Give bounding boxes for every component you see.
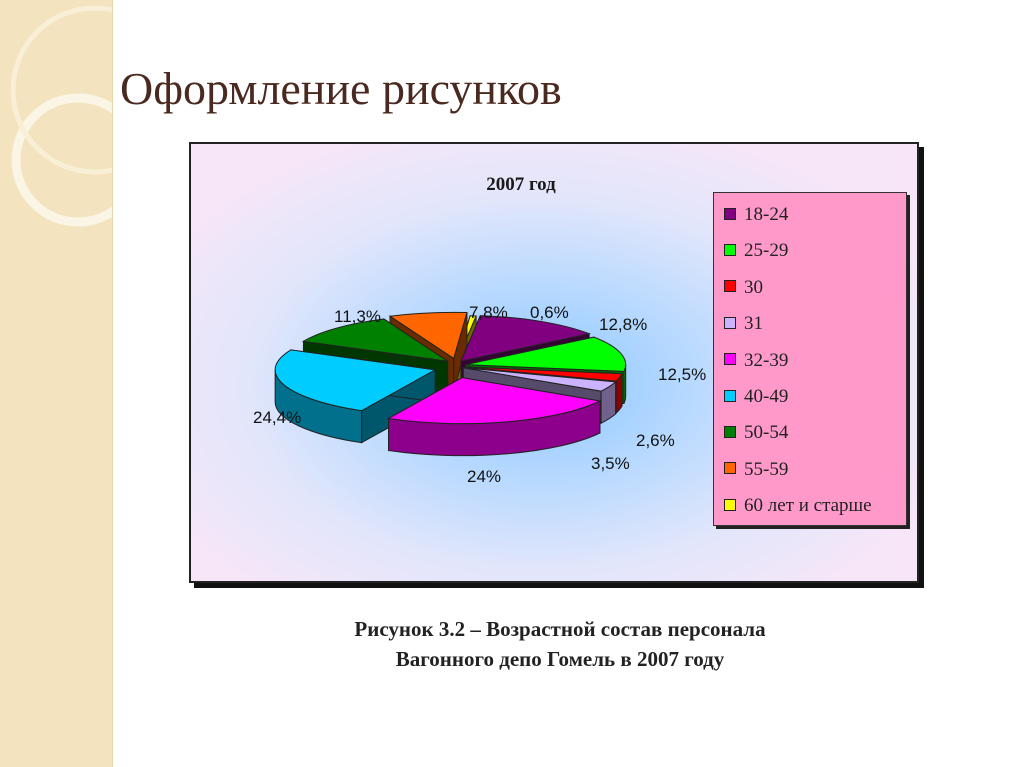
pie-data-label: 12,5%	[658, 365, 706, 384]
caption-line-1: Рисунок 3.2 – Возрастной состав персонал…	[354, 617, 766, 641]
legend-swatch	[724, 280, 736, 293]
legend-item: 31	[724, 310, 763, 338]
legend-label: 55-59	[744, 458, 789, 480]
legend-item: 25-29	[724, 237, 788, 265]
chart-legend: 18-24 25-29 30 31 32-39 40-49 50-54 55-59 60 лет…	[713, 192, 907, 526]
chart-title: 2007 год	[486, 174, 556, 195]
legend-label: 40-49	[744, 386, 789, 407]
side-divider	[112, 0, 113, 767]
pie-data-label: 12,8%	[599, 315, 647, 334]
pie-data-label: 3,5%	[591, 454, 630, 473]
decorative-rings	[10, 5, 112, 227]
pie-data-label: 24%	[467, 467, 501, 486]
legend-swatch	[724, 426, 736, 439]
decorative-side-strip	[0, 0, 112, 767]
legend-label: 31	[744, 313, 763, 335]
legend-label: 18-24	[744, 204, 789, 225]
legend-item: 30	[724, 274, 763, 302]
pie-data-label: 0,6%	[530, 303, 569, 322]
figure-caption: Рисунок 3.2 – Возрастной состав персонал…	[260, 614, 860, 674]
legend-swatch	[724, 462, 736, 475]
legend-item: 50-54	[724, 419, 788, 447]
pie-data-label: 24,4%	[253, 408, 301, 427]
pie-data-label: 7,8%	[469, 303, 508, 322]
legend-item: 55-59	[724, 456, 788, 484]
pie-slice	[387, 376, 602, 457]
pie-data-label: 11,3%	[334, 307, 381, 326]
legend-item: 60 лет и старше	[724, 492, 872, 520]
legend-label: 50-54	[744, 422, 789, 444]
legend-swatch	[724, 389, 736, 402]
legend-label: 30	[744, 276, 763, 298]
slide-title: Оформление рисунков	[120, 63, 562, 114]
chart-area: 2007 год 12,8% 12,5% 2,6% 3,5% 24% 24,4% 11,3%…	[189, 142, 919, 583]
legend-swatch	[724, 353, 736, 366]
legend-item: 40-49	[724, 383, 788, 411]
legend-swatch	[724, 207, 736, 220]
legend-item: 32-39	[724, 347, 788, 375]
legend-label: 25-29	[744, 240, 789, 262]
pie-chart: 12,8% 12,5% 2,6% 3,5% 24% 24,4% 11,3% 7,8% 0,6%	[253, 303, 706, 486]
legend-swatch	[724, 498, 736, 511]
legend-item: 18-24	[724, 201, 788, 229]
pie-data-label: 2,6%	[636, 431, 675, 450]
legend-swatch	[724, 316, 736, 329]
caption-line-2: Вагонного депо Гомель в 2007 году	[395, 647, 725, 671]
legend-label: 60 лет и старше	[744, 495, 872, 517]
pie-slice	[274, 349, 437, 444]
legend-label: 32-39	[744, 349, 789, 371]
legend-swatch	[724, 244, 736, 257]
